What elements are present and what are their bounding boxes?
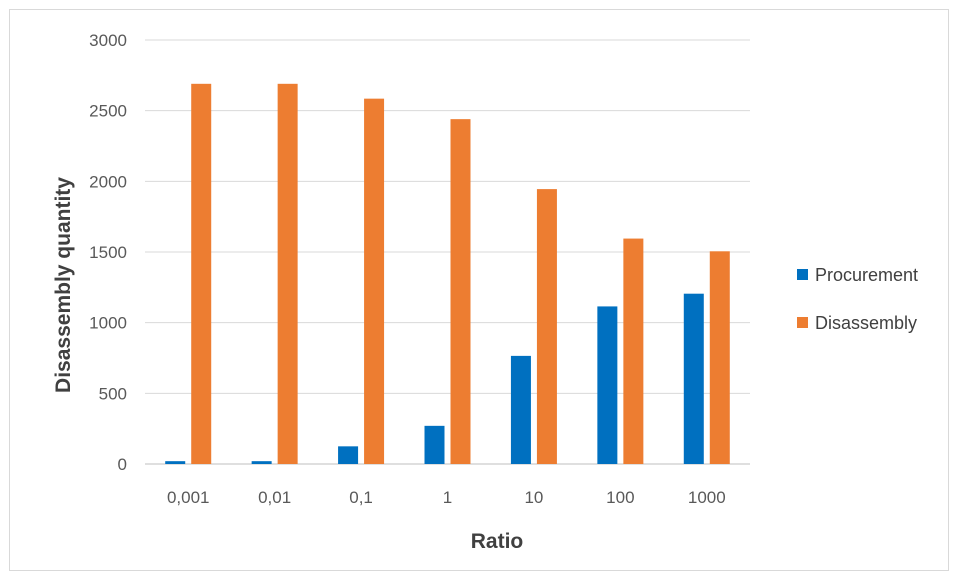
- y-tick-label: 500: [99, 384, 127, 403]
- bar-disassembly-100: [623, 238, 644, 464]
- bar-disassembly-10: [536, 189, 557, 464]
- legend: Procurement Disassembly: [797, 265, 918, 333]
- x-axis-title: Ratio: [471, 530, 524, 553]
- y-tick-label: 2000: [89, 172, 127, 191]
- bar-procurement-0,01: [251, 461, 272, 464]
- bar-procurement-0,001: [165, 461, 186, 464]
- bars: [165, 83, 730, 465]
- gridlines: [145, 39, 750, 465]
- chart-frame: [9, 9, 949, 571]
- legend-label-disassembly: Disassembly: [815, 313, 917, 333]
- x-tick-label: 1: [443, 488, 452, 507]
- y-tick-label: 1500: [89, 243, 127, 262]
- x-tick-label: 10: [524, 488, 543, 507]
- legend-swatch-disassembly: [797, 317, 808, 328]
- x-tick-label: 0,001: [167, 488, 210, 507]
- bar-procurement-100: [597, 306, 618, 464]
- bar-disassembly-1000: [709, 251, 730, 464]
- bar-disassembly-0,01: [277, 83, 298, 465]
- bar-procurement-1: [424, 425, 445, 464]
- y-tick-label: 3000: [89, 31, 127, 50]
- x-tick-labels: 0,001 0,01 0,1 1 10 100 1000: [167, 488, 726, 507]
- y-tick-labels: 0 500 1000 1500 2000 2500 3000: [89, 31, 127, 474]
- y-axis-title: Disassembly quantity: [52, 177, 75, 393]
- legend-swatch-procurement: [797, 269, 808, 280]
- bar-disassembly-0,1: [364, 98, 385, 465]
- x-tick-label: 100: [606, 488, 634, 507]
- y-tick-label: 0: [118, 455, 127, 474]
- legend-label-procurement: Procurement: [815, 265, 918, 285]
- bar-procurement-1000: [683, 293, 704, 464]
- bar-disassembly-0,001: [191, 83, 212, 465]
- y-tick-label: 2500: [89, 102, 127, 121]
- x-tick-label: 0,1: [349, 488, 373, 507]
- y-tick-label: 1000: [89, 314, 127, 333]
- x-tick-label: 1000: [688, 488, 726, 507]
- bar-disassembly-1: [450, 119, 471, 464]
- bar-procurement-10: [510, 355, 531, 464]
- x-tick-label: 0,01: [258, 488, 291, 507]
- bar-procurement-0,1: [338, 446, 359, 464]
